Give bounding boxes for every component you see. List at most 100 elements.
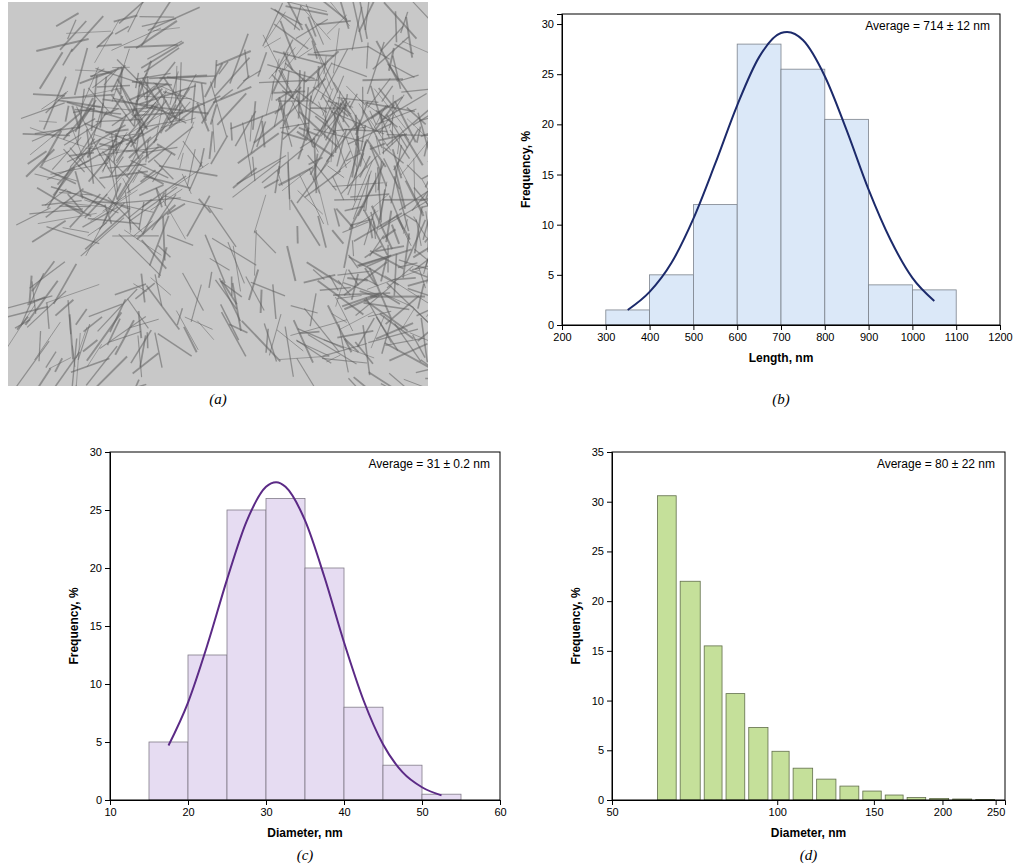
needle xyxy=(352,161,372,210)
tick-mark xyxy=(777,800,778,805)
tick-label: 10 xyxy=(90,678,102,690)
needle xyxy=(17,317,28,330)
annotation: Average = 31 ± 0.2 nm xyxy=(369,457,490,471)
needle xyxy=(321,49,348,100)
needle xyxy=(35,368,51,386)
tick: 200 xyxy=(934,800,952,818)
tick-label: 1200 xyxy=(988,331,1012,343)
needle xyxy=(406,2,428,24)
needle xyxy=(154,160,173,180)
needle xyxy=(64,122,101,146)
needle xyxy=(413,335,425,358)
needle xyxy=(417,127,421,143)
needle xyxy=(83,340,97,352)
needle xyxy=(215,280,236,309)
needle xyxy=(205,235,225,283)
tick-label: 150 xyxy=(865,806,883,818)
tick: 30 xyxy=(592,496,612,508)
needle xyxy=(380,314,414,339)
needle xyxy=(192,83,196,123)
needle xyxy=(105,167,130,196)
needle xyxy=(249,269,258,300)
needle xyxy=(297,358,321,386)
tick-mark xyxy=(996,800,997,805)
needle xyxy=(322,358,367,363)
needle xyxy=(349,270,359,286)
needle xyxy=(156,83,177,120)
needle xyxy=(310,107,345,109)
needle xyxy=(221,89,233,99)
needle xyxy=(76,309,87,325)
histogram-bar xyxy=(149,742,188,800)
histogram-bar xyxy=(680,581,700,800)
needle xyxy=(291,200,320,246)
x-axis: 102030405060 xyxy=(104,800,506,818)
plot-frame xyxy=(562,14,1000,325)
tick: 20 xyxy=(592,595,612,607)
needle xyxy=(187,149,195,186)
needle xyxy=(275,166,279,193)
tick-mark xyxy=(1000,325,1001,330)
needle xyxy=(318,102,331,133)
tick: 50 xyxy=(416,800,428,818)
panel: 5010015020025005101520253035Diameter, nm… xyxy=(569,446,1006,864)
needle xyxy=(139,311,142,338)
needle xyxy=(157,144,175,155)
needle xyxy=(299,174,323,223)
needle xyxy=(87,344,102,367)
needle xyxy=(47,303,49,329)
needle xyxy=(200,148,204,167)
needle xyxy=(294,320,313,362)
tick-label: 0 xyxy=(598,794,604,806)
tick: 700 xyxy=(772,325,790,343)
tick-label: 700 xyxy=(772,331,790,343)
tick-mark xyxy=(956,325,957,330)
tick: 1000 xyxy=(901,325,925,343)
needle xyxy=(307,262,341,284)
tick: 30 xyxy=(90,446,110,458)
needle xyxy=(331,127,365,131)
tick-mark xyxy=(105,800,110,801)
needle xyxy=(299,70,300,118)
needle xyxy=(395,11,396,42)
needle xyxy=(365,103,415,112)
needle xyxy=(352,240,353,256)
needle xyxy=(257,121,266,147)
needle xyxy=(254,230,256,276)
tick: 0 xyxy=(96,794,110,806)
tick-mark xyxy=(500,800,501,805)
tick-mark xyxy=(693,325,694,330)
tick-label: 10 xyxy=(104,806,116,818)
needle xyxy=(353,2,362,42)
tick-mark xyxy=(105,568,110,569)
needle xyxy=(289,78,304,101)
needle xyxy=(314,47,369,53)
needle xyxy=(334,208,339,226)
needle xyxy=(156,188,185,239)
tick: 10 xyxy=(542,219,562,231)
tick-mark xyxy=(942,800,943,805)
needle xyxy=(337,129,346,166)
needle xyxy=(274,24,308,49)
x-axis: 200300400500600700800900100011001200 xyxy=(553,325,1012,343)
tick-mark xyxy=(188,800,189,805)
needle xyxy=(175,66,176,104)
needle xyxy=(21,103,65,119)
needle xyxy=(311,99,346,142)
tick-mark xyxy=(344,800,345,805)
tick-label: 30 xyxy=(592,496,604,508)
needle xyxy=(222,312,246,356)
histogram-bar xyxy=(188,655,227,800)
tick-label: 1000 xyxy=(901,331,925,343)
tick-label: 30 xyxy=(260,806,272,818)
needle xyxy=(285,327,293,377)
needle xyxy=(145,62,175,100)
needle xyxy=(394,254,396,296)
tick-label: 900 xyxy=(860,331,878,343)
panel-caption: (b) xyxy=(772,391,790,408)
needle xyxy=(313,270,324,280)
needle xyxy=(35,322,61,360)
axis-line xyxy=(111,801,501,806)
histogram-bar xyxy=(650,275,694,325)
tick: 250 xyxy=(987,800,1005,818)
